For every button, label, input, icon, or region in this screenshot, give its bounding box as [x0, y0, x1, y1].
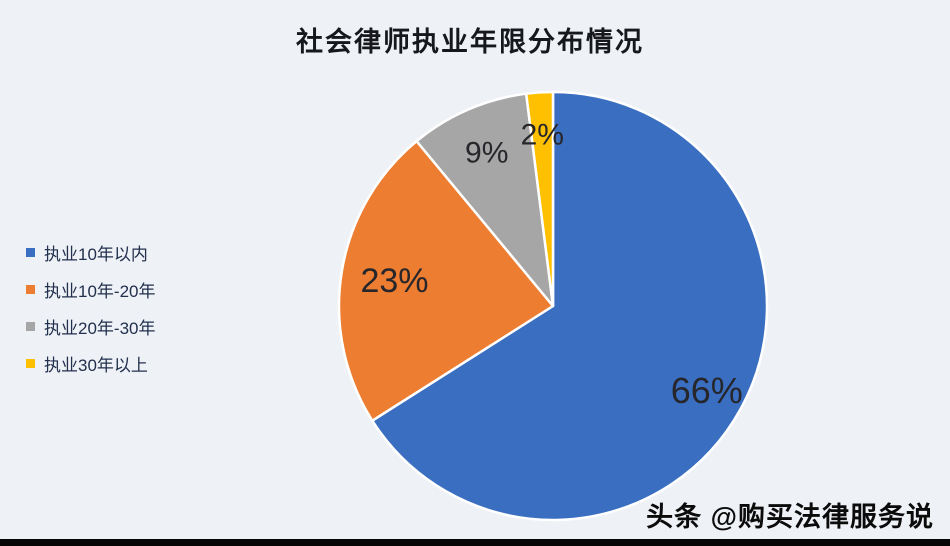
pie-slice-2 — [415, 92, 555, 308]
pie-slice-1 — [337, 139, 555, 422]
pie-value-label-3: 2% — [521, 119, 564, 152]
chart-title: 社会律师执业年限分布情况 — [296, 27, 644, 57]
bottom-black-bar — [0, 539, 950, 546]
legend-item-2: 执业20年-30年 — [26, 308, 155, 345]
chart-legend: 执业10年以内 执业10年-20年 执业20年-30年 执业30年以上 — [26, 234, 155, 382]
legend-item-1: 执业10年-20年 — [26, 271, 155, 308]
legend-marker-icon — [26, 359, 35, 368]
pie-value-label-2: 9% — [465, 136, 508, 169]
legend-item-3: 执业30年以上 — [26, 345, 155, 382]
legend-marker-icon — [26, 322, 35, 331]
legend-label: 执业10年-20年 — [44, 282, 156, 301]
legend-label: 执业10年以内 — [44, 245, 148, 264]
pie-value-label-0: 66% — [671, 370, 743, 411]
pie-value-label-1: 23% — [360, 262, 428, 300]
pie-slice-3 — [524, 90, 555, 308]
legend-marker-icon — [26, 248, 35, 257]
legend-item-0: 执业10年以内 — [26, 234, 155, 271]
legend-label: 执业20年-30年 — [44, 319, 156, 338]
legend-label: 执业30年以上 — [44, 356, 148, 375]
watermark-text: 头条 @购买法律服务说 — [646, 502, 934, 532]
legend-marker-icon — [26, 285, 35, 294]
pie-slice-0 — [371, 90, 769, 522]
